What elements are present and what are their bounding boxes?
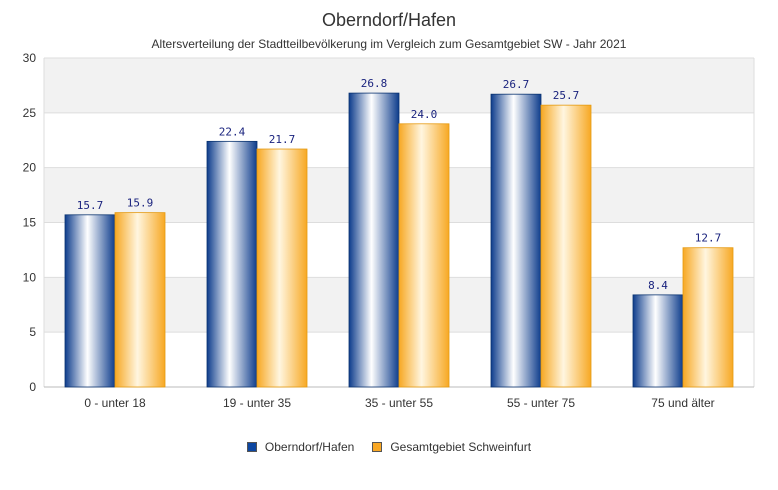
data-label: 22.4 [219, 125, 246, 138]
data-label: 15.7 [77, 199, 104, 212]
data-label: 21.7 [269, 133, 296, 146]
legend-label-oberndorf: Oberndorf/Hafen [264, 440, 355, 454]
x-tick-label: 19 - unter 35 [223, 396, 291, 410]
y-tick-label: 30 [23, 51, 37, 65]
bar-oberndorf[interactable] [206, 140, 258, 388]
data-label: 24.0 [411, 108, 438, 121]
y-tick-label: 15 [23, 216, 37, 230]
data-label: 26.8 [361, 77, 388, 90]
legend-item-gesamtgebiet[interactable]: Gesamtgebiet Schweinfurt [372, 440, 531, 454]
data-label: 26.7 [503, 78, 530, 91]
x-tick-label: 75 und älter [651, 396, 714, 410]
bar-oberndorf[interactable] [490, 93, 542, 388]
bar-gesamtgebiet[interactable] [398, 123, 450, 388]
bar-oberndorf[interactable] [632, 294, 684, 388]
data-labels: 15.7 15.9 22.4 21.7 26.8 24.0 26.7 25.7 8.4 12.7 [77, 77, 722, 292]
data-label: 25.7 [553, 89, 580, 102]
data-label: 8.4 [648, 279, 668, 292]
y-tick-label: 25 [23, 106, 37, 120]
legend-label-gesamtgebiet: Gesamtgebiet Schweinfurt [390, 440, 532, 454]
y-axis-ticks: 0 5 10 15 20 25 30 [23, 51, 37, 394]
x-tick-label: 55 - unter 75 [507, 396, 575, 410]
legend-swatch-oberndorf [246, 442, 257, 452]
data-label: 12.7 [695, 232, 722, 245]
bar-series [64, 92, 734, 388]
legend-swatch-gesamtgebiet [372, 442, 383, 452]
bar-gesamtgebiet[interactable] [256, 148, 308, 388]
y-tick-label: 0 [29, 380, 36, 394]
bar-gesamtgebiet[interactable] [682, 247, 734, 388]
bar-gesamtgebiet[interactable] [114, 212, 166, 388]
data-label: 15.9 [127, 197, 154, 210]
chart-title: Oberndorf/Hafen [321, 10, 457, 30]
y-tick-label: 10 [23, 270, 37, 284]
legend-item-oberndorf[interactable]: Oberndorf/Hafen [246, 440, 355, 454]
bar-gesamtgebiet[interactable] [540, 104, 592, 388]
legend: Oberndorf/Hafen Gesamtgebiet Schweinfurt [0, 440, 778, 454]
x-axis-ticks: 0 - unter 18 19 - unter 35 35 - unter 55 55… [84, 396, 714, 410]
x-tick-label: 0 - unter 18 [84, 396, 146, 410]
x-tick-label: 35 - unter 55 [365, 396, 433, 410]
y-tick-label: 20 [23, 161, 37, 175]
bar-oberndorf[interactable] [348, 92, 400, 388]
chart-subtitle: Altersverteilung der Stadtteilbevölkerun… [151, 37, 627, 51]
bar-oberndorf[interactable] [64, 214, 116, 388]
y-tick-label: 5 [29, 325, 36, 339]
